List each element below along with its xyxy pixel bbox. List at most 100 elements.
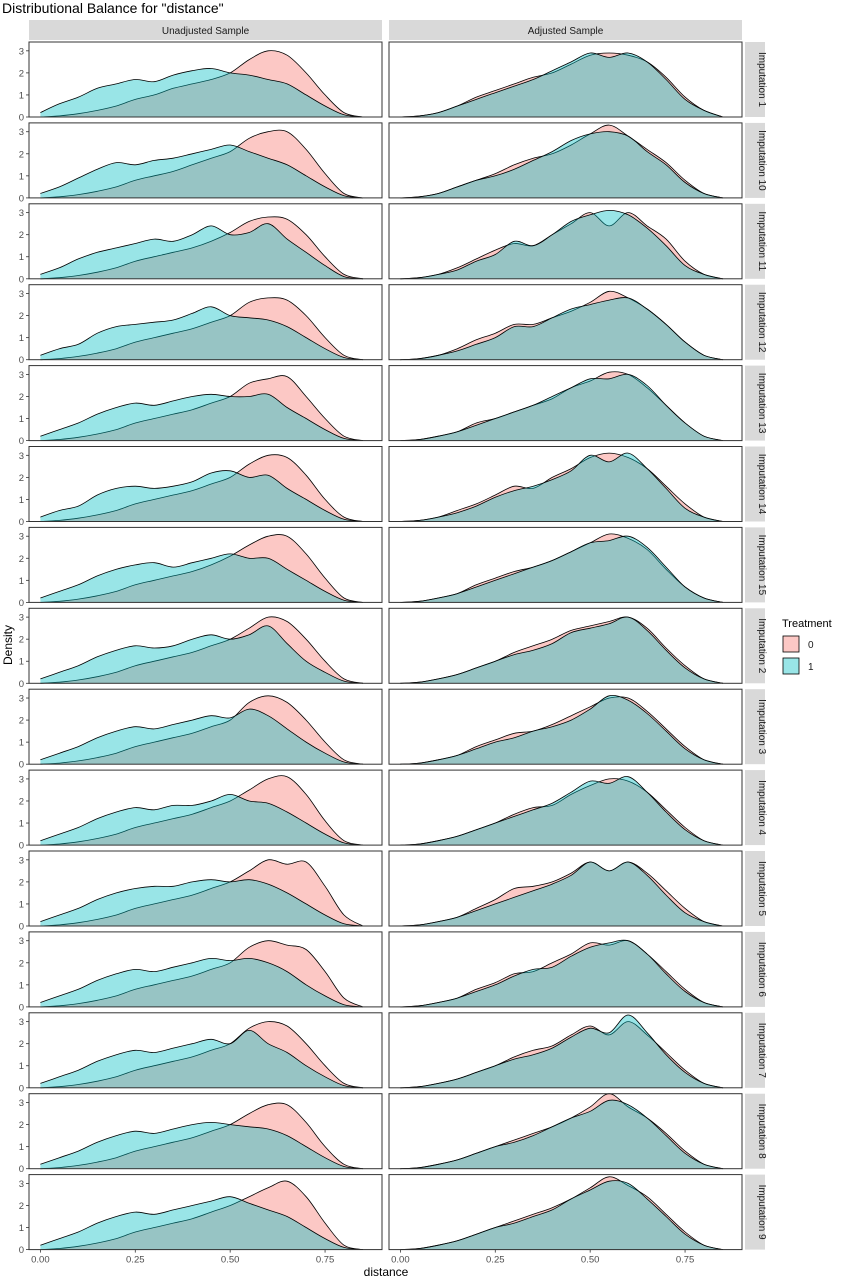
row-strip-label: Imputation 7: [756, 1023, 767, 1078]
density-line-treatment-1: [400, 616, 724, 684]
panel-background: [29, 284, 382, 360]
x-tick-label: 0.50: [221, 1255, 240, 1266]
density-line-treatment-0: [40, 695, 364, 765]
panel-adjusted-sample-imputation-13: [388, 365, 743, 442]
row-strip-label: Imputation 9: [756, 1185, 767, 1240]
panel-adjusted-sample-imputation-8: [388, 1093, 743, 1170]
density-line-treatment-1: [40, 879, 364, 927]
density-line-treatment-1: [40, 957, 364, 1008]
panel-unadjusted-sample-imputation-10: [28, 122, 383, 199]
x-tick-label: 0.00: [31, 1255, 50, 1266]
row-strip-label: Imputation 3: [756, 699, 767, 754]
panel-border: [28, 284, 383, 361]
y-tick-label: 2: [19, 311, 24, 322]
density-line-treatment-0: [40, 775, 364, 846]
density-line-treatment-1: [40, 393, 364, 441]
row-strip-bg: [745, 770, 765, 846]
density-line-treatment-0: [40, 454, 364, 522]
panel-border: [28, 769, 383, 846]
row-strip-bg: [745, 1012, 765, 1088]
density-line-treatment-0: [40, 375, 364, 441]
row-strip-label: Imputation 15: [756, 535, 767, 596]
y-tick-label: 1: [19, 495, 24, 506]
density-area-treatment-1: [40, 794, 364, 846]
x-tick-label: 0.00: [391, 1255, 410, 1266]
panel-background: [389, 203, 742, 279]
y-tick-label: 3: [19, 1017, 24, 1028]
y-tick-label: 1: [19, 980, 24, 991]
y-tick-label: 3: [19, 774, 24, 785]
y-axis-ticks: 0 1 2 3: [19, 127, 29, 204]
density-area-treatment-0: [40, 859, 364, 926]
panel-background: [29, 203, 382, 279]
density-line-treatment-1: [400, 452, 724, 522]
panel-background: [389, 1174, 742, 1250]
row-strip-imputation-7: Imputation 7: [745, 1012, 767, 1088]
panel-background: [389, 770, 742, 846]
legend-label: 1: [808, 662, 814, 673]
panel-adjusted-sample-imputation-11: [388, 203, 743, 280]
panel-border: [388, 931, 743, 1008]
density-area-treatment-1: [400, 374, 723, 441]
row-strip-label: Imputation 10: [756, 130, 767, 191]
row-strip-bg: [745, 122, 765, 198]
y-tick-label: 0: [19, 113, 24, 124]
column-strip-adjusted-sample: Adjusted Sample: [389, 20, 742, 40]
panel-background: [389, 608, 742, 684]
x-axis-unadjusted-sample: 0.00 0.25 0.50 0.75: [31, 1249, 335, 1266]
density-line-treatment-1: [40, 470, 364, 522]
panel-adjusted-sample-imputation-9: [388, 1174, 743, 1251]
legend-key-bg: [782, 635, 800, 653]
panel-adjusted-sample-imputation-3: [388, 688, 743, 765]
y-tick-label: 1: [19, 1223, 24, 1234]
density-area-treatment-1: [400, 131, 723, 198]
panel-adjusted-sample-imputation-14: [388, 446, 743, 522]
density-line-treatment-0: [40, 534, 364, 603]
panel-border: [388, 1093, 743, 1170]
density-area-treatment-1: [400, 52, 723, 118]
y-tick-label: 3: [19, 694, 24, 705]
panel-border: [28, 122, 383, 199]
panel-background: [29, 689, 382, 765]
panel-border: [28, 1174, 383, 1251]
panel-background: [29, 1012, 382, 1088]
density-area-treatment-0: [40, 216, 364, 279]
y-tick-label: 1: [19, 252, 24, 263]
density-line-treatment-1: [400, 131, 724, 199]
panel-background: [389, 365, 742, 441]
density-line-treatment-1: [40, 306, 364, 361]
density-line-treatment-1: [40, 1121, 364, 1170]
density-line-treatment-0: [40, 1021, 364, 1089]
y-tick-label: 3: [19, 532, 24, 543]
panel-border: [28, 41, 383, 118]
density-area-treatment-0: [400, 125, 723, 198]
panel-border: [28, 203, 383, 280]
column-strip-bg: [389, 20, 742, 40]
y-tick-label: 2: [19, 635, 24, 646]
density-area-treatment-0: [40, 1103, 364, 1169]
panel-background: [389, 122, 742, 198]
panel-background: [389, 851, 742, 926]
y-tick-label: 3: [19, 46, 24, 57]
density-area-treatment-1: [40, 470, 364, 522]
y-tick-label: 0: [19, 355, 24, 366]
y-tick-label: 3: [19, 127, 24, 138]
y-tick-label: 0: [19, 679, 24, 690]
panel-unadjusted-sample-imputation-5: [28, 850, 383, 927]
row-strip-label: Imputation 11: [756, 211, 767, 271]
density-line-treatment-1: [400, 861, 724, 927]
row-strip-label: Imputation 1: [756, 52, 767, 107]
row-strip-bg: [745, 42, 765, 117]
legend-swatch: [782, 635, 800, 653]
y-tick-label: 2: [19, 796, 24, 807]
column-strip-unadjusted-sample: Unadjusted Sample: [29, 20, 382, 40]
x-tick-label: 0.75: [316, 1255, 335, 1266]
row-strip-imputation-2: Imputation 2: [745, 608, 767, 684]
y-tick-label: 3: [19, 451, 24, 462]
panel-background: [29, 770, 382, 846]
panel-border: [28, 688, 383, 765]
row-strip-imputation-14: Imputation 14: [745, 446, 767, 522]
density-area-treatment-0: [40, 940, 364, 1007]
y-tick-label: 0: [19, 436, 24, 447]
density-area-treatment-0: [40, 454, 364, 522]
